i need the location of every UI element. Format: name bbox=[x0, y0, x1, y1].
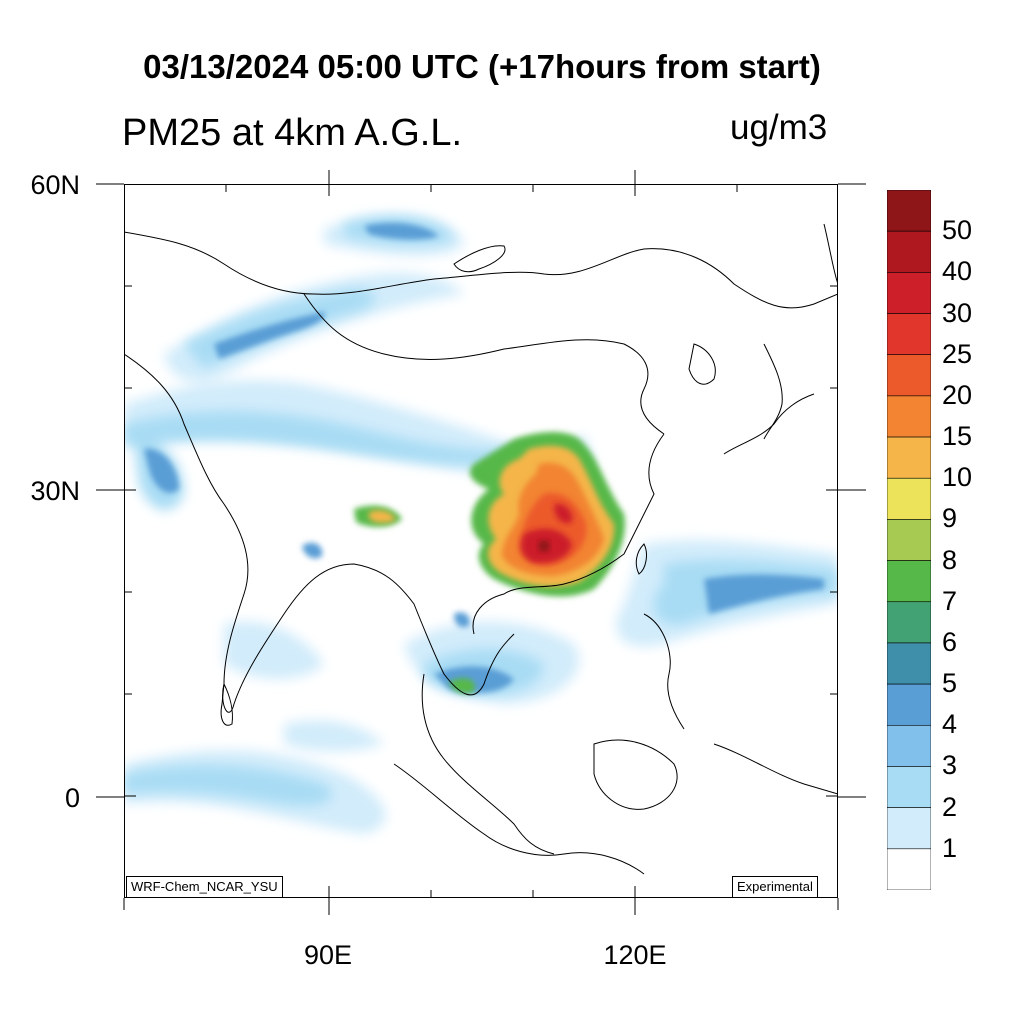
lon-label-120e: 120E bbox=[603, 940, 667, 970]
colorbar-label: 8 bbox=[942, 544, 958, 575]
colorbar-label: 25 bbox=[942, 338, 973, 369]
colorbar-swatch bbox=[887, 395, 931, 438]
colorbar-label: 1 bbox=[942, 832, 958, 863]
colorbar-swatch bbox=[887, 724, 931, 767]
colorbar-label: 30 bbox=[942, 297, 973, 328]
pm25-field bbox=[124, 214, 838, 834]
colorbar-label: 2 bbox=[942, 791, 958, 822]
colorbar-swatch bbox=[887, 354, 931, 397]
colorbar bbox=[887, 190, 931, 890]
status-label: Experimental bbox=[732, 876, 818, 898]
colorbar-label: 5 bbox=[942, 668, 958, 699]
colorbar-swatch bbox=[887, 560, 931, 603]
colorbar-swatch bbox=[887, 272, 931, 314]
colorbar-swatch bbox=[887, 766, 931, 808]
colorbar-swatch bbox=[887, 230, 931, 273]
colorbar-swatch bbox=[887, 683, 931, 726]
lon-label-90e: 90E bbox=[303, 940, 353, 970]
units-label: ug/m3 bbox=[730, 108, 828, 147]
colorbar-label: 15 bbox=[942, 421, 973, 452]
coastlines bbox=[124, 223, 838, 875]
colorbar-label: 4 bbox=[942, 709, 958, 740]
colorbar-label: 6 bbox=[942, 626, 958, 657]
colorbar-label: 10 bbox=[942, 462, 973, 493]
colorbar-swatch bbox=[887, 477, 931, 520]
colorbar-swatch bbox=[887, 807, 931, 850]
model-label: WRF-Chem_NCAR_YSU bbox=[126, 876, 283, 898]
colorbar-label: 20 bbox=[942, 379, 973, 410]
lat-label-0: 0 bbox=[64, 783, 80, 813]
variable-label: PM25 at 4km A.G.L. bbox=[122, 112, 463, 154]
colorbar-swatch bbox=[887, 642, 931, 685]
pm25-map bbox=[124, 184, 838, 898]
colorbar-swatch bbox=[887, 436, 931, 479]
colorbar-swatch bbox=[887, 601, 931, 644]
colorbar-label: 40 bbox=[942, 256, 973, 287]
colorbar-swatch bbox=[887, 313, 931, 356]
lat-label-60n: 60N bbox=[30, 170, 80, 200]
lat-label-30n: 30N bbox=[30, 476, 80, 506]
colorbar-label: 50 bbox=[942, 215, 973, 246]
colorbar-swatch bbox=[887, 190, 931, 232]
page-title: 03/13/2024 05:00 UTC (+17hours from star… bbox=[143, 48, 821, 85]
colorbar-label: 3 bbox=[942, 750, 958, 781]
outer-ticks bbox=[96, 170, 866, 915]
colorbar-swatch bbox=[887, 848, 931, 890]
colorbar-label: 9 bbox=[942, 503, 958, 534]
colorbar-label: 7 bbox=[942, 585, 958, 616]
colorbar-swatch bbox=[887, 519, 931, 561]
map-border bbox=[124, 184, 838, 898]
